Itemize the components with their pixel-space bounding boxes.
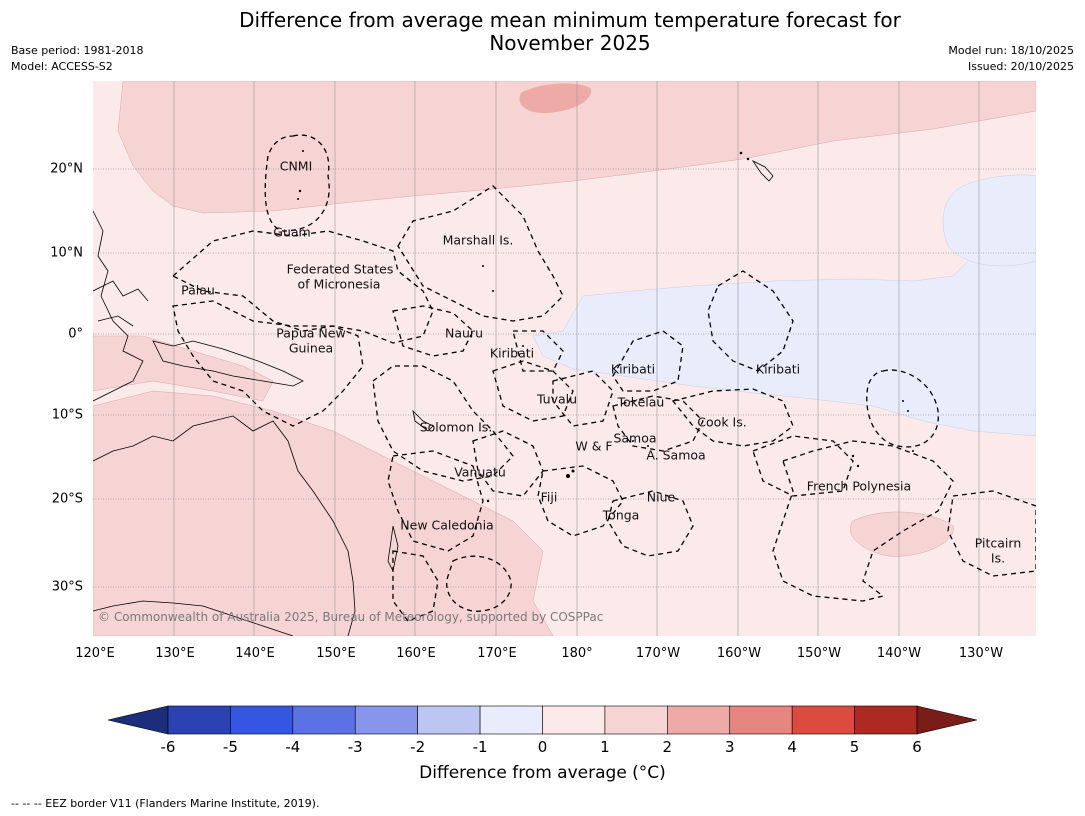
colorbar-swatch [417,705,481,735]
label-kiribati-east: Kiribati [755,361,801,377]
model-name: Model: ACCESS-S2 [11,60,113,73]
colorbar-label: Difference from average (°C) [419,763,666,783]
lat-label-20n: 20°N [50,161,83,177]
label-wallis-futuna: W & F [575,438,613,454]
colorbar-swatch [354,705,418,735]
colorbar-tick-label: -6 [160,738,176,756]
label-american-samoa: A. Samoa [646,447,706,463]
label-fsm-line1: Federated States [286,261,394,277]
colorbar-tick-label: 2 [662,738,673,756]
islands [297,150,914,503]
colorbar-swatch [292,705,356,735]
label-kiribati-central: Kiribati [610,361,656,377]
lat-label-10s: 10°S [51,407,83,423]
label-png-line1: Papua New [276,325,346,341]
lon-label-160e: 160°E [396,646,436,661]
colorbar-tick-label: -3 [347,738,363,756]
label-pitcairn-line2: Is. [990,550,1006,566]
eez-legend: -- -- -- EEZ border V11 (Flanders Marine… [11,797,320,810]
label-tokelau: Tokelau [617,394,665,410]
label-marshall-is: Marshall Is. [442,232,514,248]
copyright-credit: © Commonwealth of Australia 2025, Bureau… [98,610,604,624]
eez-borders [171,134,1036,622]
colorbar-arrow-high [916,705,978,735]
colorbar-swatch [667,705,731,735]
lon-label-120e: 120°E [75,646,115,661]
lon-label-170w: 170°W [635,646,681,661]
lon-label-150e: 150°E [316,646,356,661]
issued-date: Issued: 20/10/2025 [967,60,1074,73]
label-palau: Palau [181,282,215,298]
anomaly-band-cool [532,230,1036,437]
colorbar-swatch [604,705,668,735]
label-vanuatu: Vanuatu [454,464,506,480]
colorbar-tick-label: -5 [222,738,238,756]
coastlines [93,159,774,636]
colorbar-tick-label: 6 [912,738,922,756]
label-cook-is: Cook Is. [697,414,747,430]
label-tonga: Tonga [602,507,640,523]
title-line-2: November 2025 [489,31,651,55]
label-french-polynesia: French Polynesia [806,478,912,494]
gridlines [173,81,980,636]
label-samoa: Samoa [613,430,657,446]
colorbar-swatch [542,705,606,735]
anomaly-patch-cool-ne [942,174,1036,267]
colorbar-swatch [167,705,231,735]
label-tuvalu: Tuvalu [536,391,578,407]
base-period: Base period: 1981-2018 [11,44,144,57]
colorbar-tick-label: -4 [285,738,301,756]
lon-label-130w: 130°W [958,646,1004,661]
label-guam: Guam [273,224,311,240]
lon-label-140e: 140°E [235,646,275,661]
map-panel [93,81,1036,636]
anomaly-band-south [93,390,554,636]
lon-label-150w: 150°W [796,646,842,661]
colorbar-tick-label: -2 [410,738,426,756]
lon-label-140w: 140°W [876,646,922,661]
colorbar-tick-label: -1 [472,738,488,756]
colorbar-tick-label: 3 [724,738,735,756]
colorbar-swatches [107,705,978,735]
label-kiribati-west: Kiribati [489,345,535,361]
colorbar-swatch [479,705,543,735]
label-png-line2: Guinea [288,340,334,356]
title-line-1: Difference from average mean minimum tem… [239,8,901,32]
colorbar-swatch [854,705,918,735]
lon-label-170e: 170°E [477,646,517,661]
anomaly-patch-frpoly [850,511,954,557]
colorbar-tick-label: 1 [600,738,610,756]
label-cnmi: CNMI [279,158,313,174]
colorbar-swatch [729,705,793,735]
colorbar-swatch [791,705,855,735]
model-run: Model run: 18/10/2025 [948,44,1074,57]
label-pitcairn-line1: Pitcairn [974,535,1022,551]
label-fsm-line2: of Micronesia [297,276,381,292]
label-nauru: Nauru [445,325,483,341]
label-niue: Niue [646,489,676,505]
lon-label-160w: 160°W [716,646,762,661]
colorbar-tick-label: 0 [537,738,548,756]
colorbar-tick-label: 5 [849,738,860,756]
lat-label-0: 0° [68,326,83,342]
lat-label-10n: 10°N [50,245,83,261]
lon-label-130e: 130°E [155,646,195,661]
colorbar-arrow-low [107,705,169,735]
label-new-caledonia: New Caledonia [400,517,494,533]
lat-label-30s: 30°S [51,579,83,595]
colorbar-swatch [230,705,294,735]
lon-label-180: 180° [561,646,593,661]
lat-label-20s: 20°S [51,491,83,507]
label-fiji: Fiji [540,489,558,505]
colorbar-tick-label: 4 [787,738,797,756]
map-canvas [93,81,1036,636]
label-solomon-is: Solomon Is. [419,419,493,435]
anomaly-patch-warm [519,83,592,114]
